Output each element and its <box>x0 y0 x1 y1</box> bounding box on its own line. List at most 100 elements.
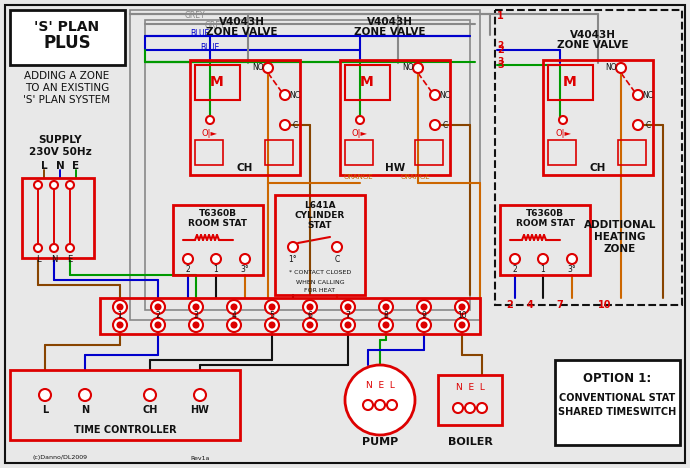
Text: TO AN EXISTING: TO AN EXISTING <box>25 83 109 93</box>
Text: O|►: O|► <box>202 129 218 138</box>
Text: ADDING A ZONE: ADDING A ZONE <box>24 71 110 81</box>
Circle shape <box>422 305 426 309</box>
Circle shape <box>303 300 317 314</box>
Text: E: E <box>72 161 79 171</box>
Circle shape <box>155 305 161 309</box>
Text: STAT: STAT <box>308 220 333 229</box>
Text: N  E  L: N E L <box>455 383 484 393</box>
Circle shape <box>265 300 279 314</box>
Circle shape <box>227 318 241 332</box>
Circle shape <box>34 181 42 189</box>
Circle shape <box>417 300 431 314</box>
Text: L641A: L641A <box>304 200 336 210</box>
Text: * CONTACT CLOSED: * CONTACT CLOSED <box>289 271 351 276</box>
Text: N: N <box>51 256 57 264</box>
Text: T6360B: T6360B <box>199 209 237 218</box>
Bar <box>190 60 300 175</box>
Circle shape <box>384 305 388 309</box>
Text: WHEN CALLING: WHEN CALLING <box>296 279 344 285</box>
Circle shape <box>39 389 51 401</box>
Circle shape <box>232 322 237 328</box>
Text: CONVENTIONAL STAT: CONVENTIONAL STAT <box>559 393 675 403</box>
Text: ZONE: ZONE <box>604 244 636 254</box>
Text: L: L <box>42 405 48 415</box>
Circle shape <box>50 244 58 252</box>
Text: M: M <box>360 75 374 89</box>
Text: PLUS: PLUS <box>43 34 91 52</box>
Bar <box>438 375 502 425</box>
Circle shape <box>79 389 91 401</box>
Circle shape <box>567 254 577 264</box>
Bar <box>555 360 680 445</box>
Text: TIME CONTROLLER: TIME CONTROLLER <box>74 425 177 435</box>
Circle shape <box>341 318 355 332</box>
Circle shape <box>117 305 123 309</box>
Circle shape <box>332 242 342 252</box>
Bar <box>548 140 576 165</box>
Circle shape <box>66 244 74 252</box>
Circle shape <box>189 318 203 332</box>
Text: 2: 2 <box>497 45 504 55</box>
Bar <box>345 140 373 165</box>
Text: 7: 7 <box>557 300 563 310</box>
Circle shape <box>346 322 351 328</box>
Text: 230V 50Hz: 230V 50Hz <box>28 147 91 157</box>
Bar <box>495 10 682 305</box>
Circle shape <box>430 90 440 100</box>
Circle shape <box>465 403 475 413</box>
Text: 1: 1 <box>117 312 122 321</box>
Circle shape <box>413 63 423 73</box>
Text: FOR HEAT: FOR HEAT <box>304 287 335 292</box>
Text: 9: 9 <box>422 312 426 321</box>
Circle shape <box>144 389 156 401</box>
Circle shape <box>346 305 351 309</box>
Text: 3°: 3° <box>568 264 576 273</box>
Circle shape <box>288 242 298 252</box>
Bar <box>415 140 443 165</box>
Circle shape <box>559 116 567 124</box>
Text: CYLINDER: CYLINDER <box>295 211 345 219</box>
Circle shape <box>455 318 469 332</box>
Circle shape <box>510 254 520 264</box>
Circle shape <box>270 322 275 328</box>
Circle shape <box>193 322 199 328</box>
Circle shape <box>417 318 431 332</box>
Text: 3°: 3° <box>241 264 249 273</box>
Circle shape <box>270 305 275 309</box>
Bar <box>265 140 293 165</box>
Text: ZONE VALVE: ZONE VALVE <box>206 27 278 37</box>
Bar <box>145 20 470 310</box>
Bar <box>195 65 240 100</box>
Text: ZONE VALVE: ZONE VALVE <box>558 40 629 50</box>
Circle shape <box>206 116 214 124</box>
Bar <box>340 60 450 175</box>
Bar <box>548 65 593 100</box>
Text: L: L <box>41 161 48 171</box>
Text: N  E  L: N E L <box>366 380 395 389</box>
Text: 1°: 1° <box>288 256 297 264</box>
Circle shape <box>155 322 161 328</box>
Text: GREY: GREY <box>205 22 226 30</box>
Text: NO: NO <box>605 64 617 73</box>
Circle shape <box>430 120 440 130</box>
Text: 4: 4 <box>232 312 237 321</box>
Circle shape <box>265 318 279 332</box>
Circle shape <box>34 244 42 252</box>
Text: 10: 10 <box>457 312 467 321</box>
Circle shape <box>240 254 250 264</box>
Bar <box>22 178 94 258</box>
Circle shape <box>460 322 464 328</box>
Text: CH: CH <box>237 163 253 173</box>
Text: NO: NO <box>252 64 264 73</box>
Text: 6: 6 <box>308 312 313 321</box>
Text: 1: 1 <box>497 11 504 21</box>
Text: ADDITIONAL: ADDITIONAL <box>584 220 656 230</box>
Text: V4043H: V4043H <box>570 30 616 40</box>
Text: C: C <box>335 256 339 264</box>
Text: ROOM STAT: ROOM STAT <box>515 219 575 227</box>
Text: BLUE: BLUE <box>200 43 219 51</box>
Circle shape <box>379 300 393 314</box>
Text: NC: NC <box>440 90 451 100</box>
Circle shape <box>538 254 548 264</box>
Text: 3: 3 <box>497 57 503 66</box>
